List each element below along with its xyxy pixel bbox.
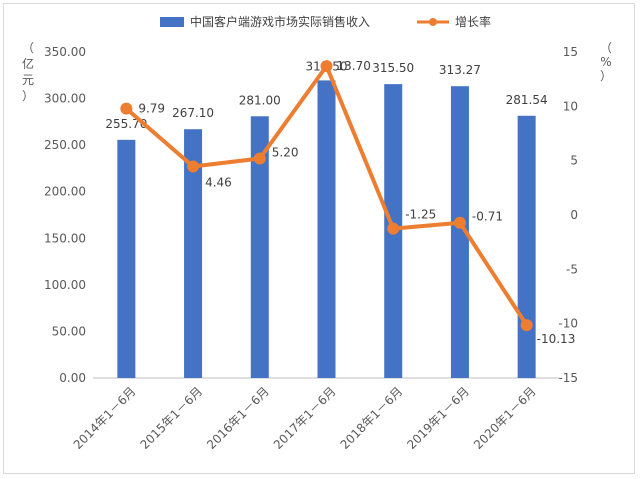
left-tick-label: 150.00 [44, 231, 86, 245]
growth-point [187, 160, 200, 173]
bar [250, 116, 269, 379]
growth-value-label: -0.71 [472, 210, 503, 224]
left-tick-label: 100.00 [44, 278, 86, 292]
growth-point [320, 60, 333, 73]
bar [317, 80, 336, 378]
x-tick-label: 2016年1－6月 [204, 384, 272, 452]
x-axis-ticks: 2014年1－6月2015年1－6月2016年1－6月2017年1－6月2018… [71, 384, 539, 452]
legend-swatch-sales [160, 17, 184, 27]
growth-value-label: 9.79 [138, 102, 165, 116]
right-axis-unit-char: ） [600, 69, 612, 83]
legend-label-sales: 中国客户端游戏市场实际销售收入 [190, 14, 370, 29]
growth-data-labels: 9.79 4.46 5.20 13.70 -1.25 -0.71 -10.13 [138, 59, 575, 346]
legend: 中国客户端游戏市场实际销售收入 增长率 [160, 14, 491, 29]
x-tick-label: 2014年1－6月 [71, 384, 139, 452]
growth-point [253, 152, 266, 165]
growth-line-series [120, 60, 533, 332]
bar [117, 139, 136, 378]
growth-value-label: 4.46 [205, 176, 232, 190]
bar-value-label: 281.00 [239, 93, 281, 107]
right-tick-label: 15 [563, 45, 578, 59]
right-tick-label: 5 [570, 154, 578, 168]
growth-value-label: 5.20 [272, 145, 299, 159]
left-axis-unit: （亿元 ） [22, 41, 34, 103]
growth-value-label: 13.70 [337, 59, 371, 73]
left-tick-label: 0.00 [59, 371, 86, 385]
right-axis-unit: （%） [600, 41, 612, 83]
growth-value-label: -10.13 [537, 332, 576, 346]
left-tick-label: 350.00 [44, 45, 86, 59]
right-tick-label: 0 [570, 208, 578, 222]
left-axis-unit-char: 元 [22, 73, 34, 87]
x-tick-label: 2015年1－6月 [137, 384, 205, 452]
left-axis-unit-char: （ [22, 41, 34, 55]
x-tick-label: 2020年1－6月 [471, 384, 539, 452]
growth-value-label: -1.25 [405, 208, 436, 222]
bar-value-label: 267.10 [172, 106, 214, 120]
legend-label-growth: 增长率 [455, 14, 491, 29]
x-tick-label: 2018年1－6月 [338, 384, 406, 452]
bar-series [117, 80, 536, 379]
left-axis-unit-char: 亿 [22, 56, 34, 71]
left-axis-unit-char: ） [22, 89, 34, 103]
legend-marker-growth [429, 18, 437, 26]
growth-point [387, 222, 400, 235]
bar-value-label: 313.27 [439, 63, 481, 77]
bar [517, 115, 536, 379]
growth-point [120, 102, 133, 115]
chart-frame [3, 3, 635, 474]
bar-value-label: 315.50 [372, 61, 414, 75]
right-tick-label: 10 [563, 99, 578, 113]
growth-point [520, 319, 533, 332]
x-tick-label: 2017年1－6月 [271, 384, 339, 452]
right-axis-ticks: -15 -10 -5 0 5 10 15 [558, 45, 578, 385]
left-axis-ticks: 0.00 50.00 100.00 150.00 200.00 250.00 300.00 3… [44, 45, 86, 385]
right-tick-label: -15 [558, 371, 578, 385]
bar-value-label: 281.54 [506, 93, 548, 107]
left-tick-label: 50.00 [52, 324, 86, 338]
right-tick-label: -10 [558, 317, 578, 331]
right-tick-label: -5 [566, 262, 578, 276]
right-axis-unit-char: （ [600, 41, 612, 55]
bar [184, 129, 203, 378]
x-tick-label: 2019年1－6月 [404, 384, 472, 452]
right-axis-unit-char: % [600, 55, 611, 69]
left-tick-label: 250.00 [44, 138, 86, 152]
bar [450, 86, 469, 379]
growth-point [453, 216, 466, 229]
left-tick-label: 200.00 [44, 185, 86, 199]
left-tick-label: 300.00 [44, 92, 86, 106]
